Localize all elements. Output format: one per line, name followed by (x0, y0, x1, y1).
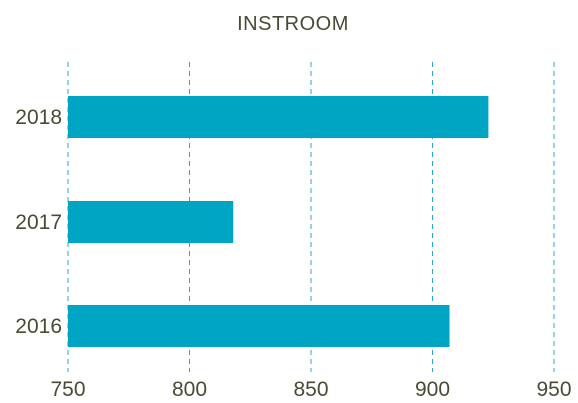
bar-2016 (68, 305, 450, 347)
x-axis-labels: 750 800 850 900 950 (50, 378, 571, 401)
y-tick-label-2017: 2017 (15, 211, 62, 234)
x-tick-label: 900 (415, 378, 450, 401)
bar-2018 (68, 96, 489, 138)
x-tick-label: 950 (536, 378, 571, 401)
chart-title: INSTROOM (237, 13, 349, 35)
y-tick-label-2018: 2018 (15, 106, 62, 129)
bars (68, 96, 489, 347)
x-tick-label: 800 (172, 378, 207, 401)
y-tick-label-2016: 2016 (15, 315, 62, 338)
y-axis-labels: 2018 2017 2016 (15, 106, 62, 338)
x-tick-label: 750 (50, 378, 85, 401)
bar-2017 (68, 201, 234, 243)
x-tick-label: 850 (293, 378, 328, 401)
